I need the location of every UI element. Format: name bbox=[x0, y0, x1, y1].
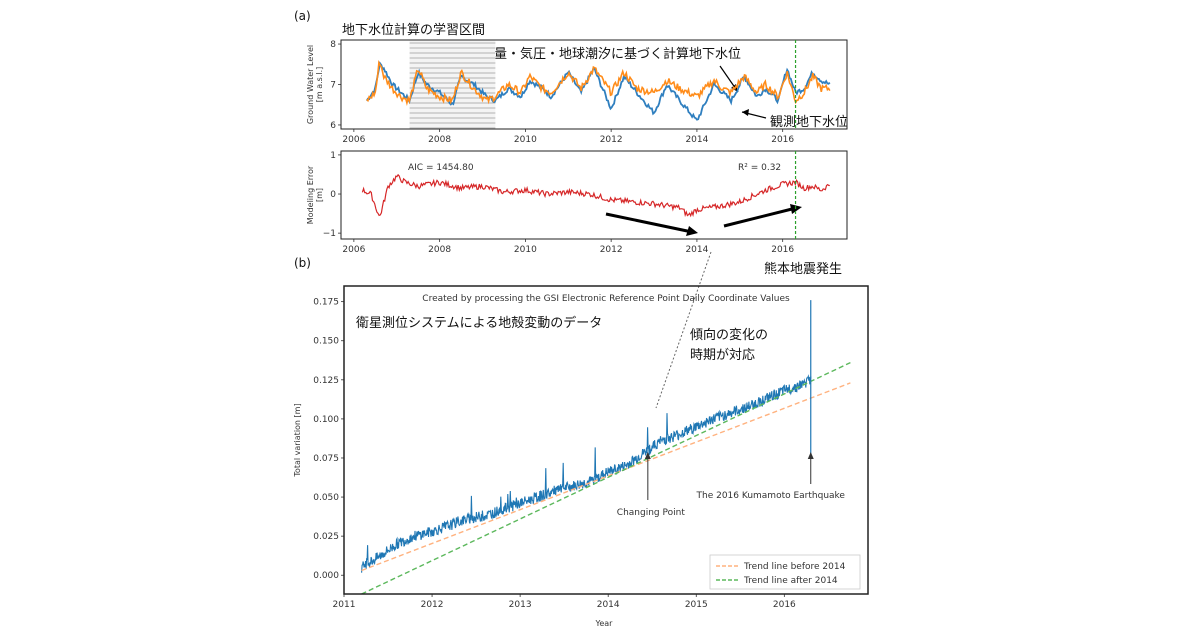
y-tick-label: 6 bbox=[330, 121, 336, 131]
x-tick-label: 2012 bbox=[421, 600, 444, 610]
y-tick-label: 0 bbox=[330, 190, 336, 200]
plot-frame bbox=[340, 39, 848, 130]
earthquake-arrow-head bbox=[807, 452, 814, 459]
gnss-label-jp: 衛星測位システムによる地殻変動のデータ bbox=[356, 315, 602, 331]
y-tick-label: −1 bbox=[323, 229, 336, 239]
y-tick-label: 0.175 bbox=[313, 298, 339, 308]
x-tick-label: 2006 bbox=[342, 135, 365, 145]
x-tick-label: 2013 bbox=[509, 600, 532, 610]
trend-label-1: 傾向の変化の bbox=[690, 327, 768, 343]
legend-entry: Trend line before 2014 bbox=[743, 562, 846, 572]
chart-a-bottom: 2006 2008 2010 2012 2014 2016 −1 0 1 Modeling Err… bbox=[306, 150, 848, 255]
x-tick-label: 2015 bbox=[685, 600, 708, 610]
y-tick-label: 1 bbox=[330, 151, 336, 161]
series-line-1 bbox=[366, 59, 831, 107]
y-tick-label: 0.125 bbox=[313, 376, 339, 386]
aic-label: AIC = 1454.80 bbox=[408, 163, 474, 173]
changing-point-arrow-head bbox=[644, 452, 651, 459]
series-line-0 bbox=[361, 374, 812, 573]
earthquake-label: The 2016 Kumamoto Earthquake bbox=[696, 491, 846, 501]
r2-label: R² = 0.32 bbox=[738, 163, 781, 173]
chart-b-title: Created by processing the GSI Electronic… bbox=[422, 294, 790, 304]
plot-frame bbox=[340, 150, 848, 240]
trend-label-2: 時期が対応 bbox=[690, 348, 755, 363]
x-tick-label: 2006 bbox=[342, 245, 365, 255]
panel-a-label: (a) bbox=[294, 9, 311, 23]
x-tick-label: 2016 bbox=[773, 600, 796, 610]
plot-frame bbox=[343, 285, 869, 595]
linking-dotted-line bbox=[655, 251, 712, 409]
y-tick-label: 0.150 bbox=[313, 337, 339, 347]
y-tick-label: 0.050 bbox=[313, 493, 339, 503]
y-tick-label: 0.100 bbox=[313, 415, 339, 425]
x-tick-label: 2012 bbox=[600, 245, 623, 255]
y-axis-label: Total variation [m] bbox=[293, 403, 302, 477]
series-line-1 bbox=[361, 382, 851, 572]
x-tick-label: 2016 bbox=[771, 245, 794, 255]
changing-point-label: Changing Point bbox=[617, 508, 686, 518]
y-tick-label: 0.025 bbox=[313, 532, 339, 542]
obs-label: 観測地下水位 bbox=[770, 115, 848, 130]
x-tick-label: 2008 bbox=[428, 135, 451, 145]
annotation-arrows bbox=[605, 65, 802, 409]
y-tick-label: 8 bbox=[330, 40, 336, 50]
x-tick-label: 2016 bbox=[771, 135, 794, 145]
x-tick-label: 2012 bbox=[600, 135, 623, 145]
x-tick-label: 2010 bbox=[514, 135, 537, 145]
legend-box bbox=[709, 554, 861, 590]
chart-b: 2011 2012 2013 2014 2015 2016 0.000 0.025 0.050 0… bbox=[293, 285, 869, 628]
training-period-band bbox=[409, 40, 496, 129]
y-tick-label: 0.075 bbox=[313, 454, 339, 464]
y-tick-label: 0.000 bbox=[313, 571, 339, 581]
y-axis-label: [m a.s.l.] bbox=[315, 67, 324, 103]
y-axis-label: Modeling Error bbox=[306, 165, 315, 224]
x-tick-label: 2014 bbox=[685, 135, 708, 145]
panel-b-label: (b) bbox=[294, 256, 311, 270]
y-axis-label: Ground Water Level bbox=[306, 45, 315, 124]
x-tick-label: 2014 bbox=[685, 245, 708, 255]
x-tick-label: 2008 bbox=[428, 245, 451, 255]
legend: Trend line before 2014 Trend line after 2… bbox=[709, 554, 861, 590]
quake-label-jp: 熊本地震発生 bbox=[764, 261, 842, 277]
calc-label: 降水量・気圧・地球潮汐に基づく計算地下水位 bbox=[468, 46, 741, 62]
error-trend-arrow-1-head bbox=[686, 226, 698, 236]
legend-entry: Trend line after 2014 bbox=[743, 576, 838, 586]
x-axis-label: Year bbox=[595, 619, 614, 628]
x-tick-label: 2011 bbox=[333, 600, 356, 610]
series-line-2 bbox=[361, 361, 851, 595]
x-tick-label: 2014 bbox=[597, 600, 620, 610]
obs-arrow-head bbox=[742, 109, 749, 116]
error-trend-arrow-2 bbox=[723, 206, 797, 228]
title-a: 地下水位計算の学習区間 bbox=[342, 22, 485, 38]
series-line-0 bbox=[361, 173, 830, 218]
chart-a-top: 2006 2008 2010 2012 2014 2016 6 7 8 Ground Water … bbox=[306, 39, 848, 145]
error-trend-arrow-1 bbox=[605, 212, 693, 234]
x-tick-label: 2010 bbox=[514, 245, 537, 255]
y-axis-label: [m] bbox=[315, 188, 324, 202]
y-tick-label: 7 bbox=[330, 81, 336, 91]
